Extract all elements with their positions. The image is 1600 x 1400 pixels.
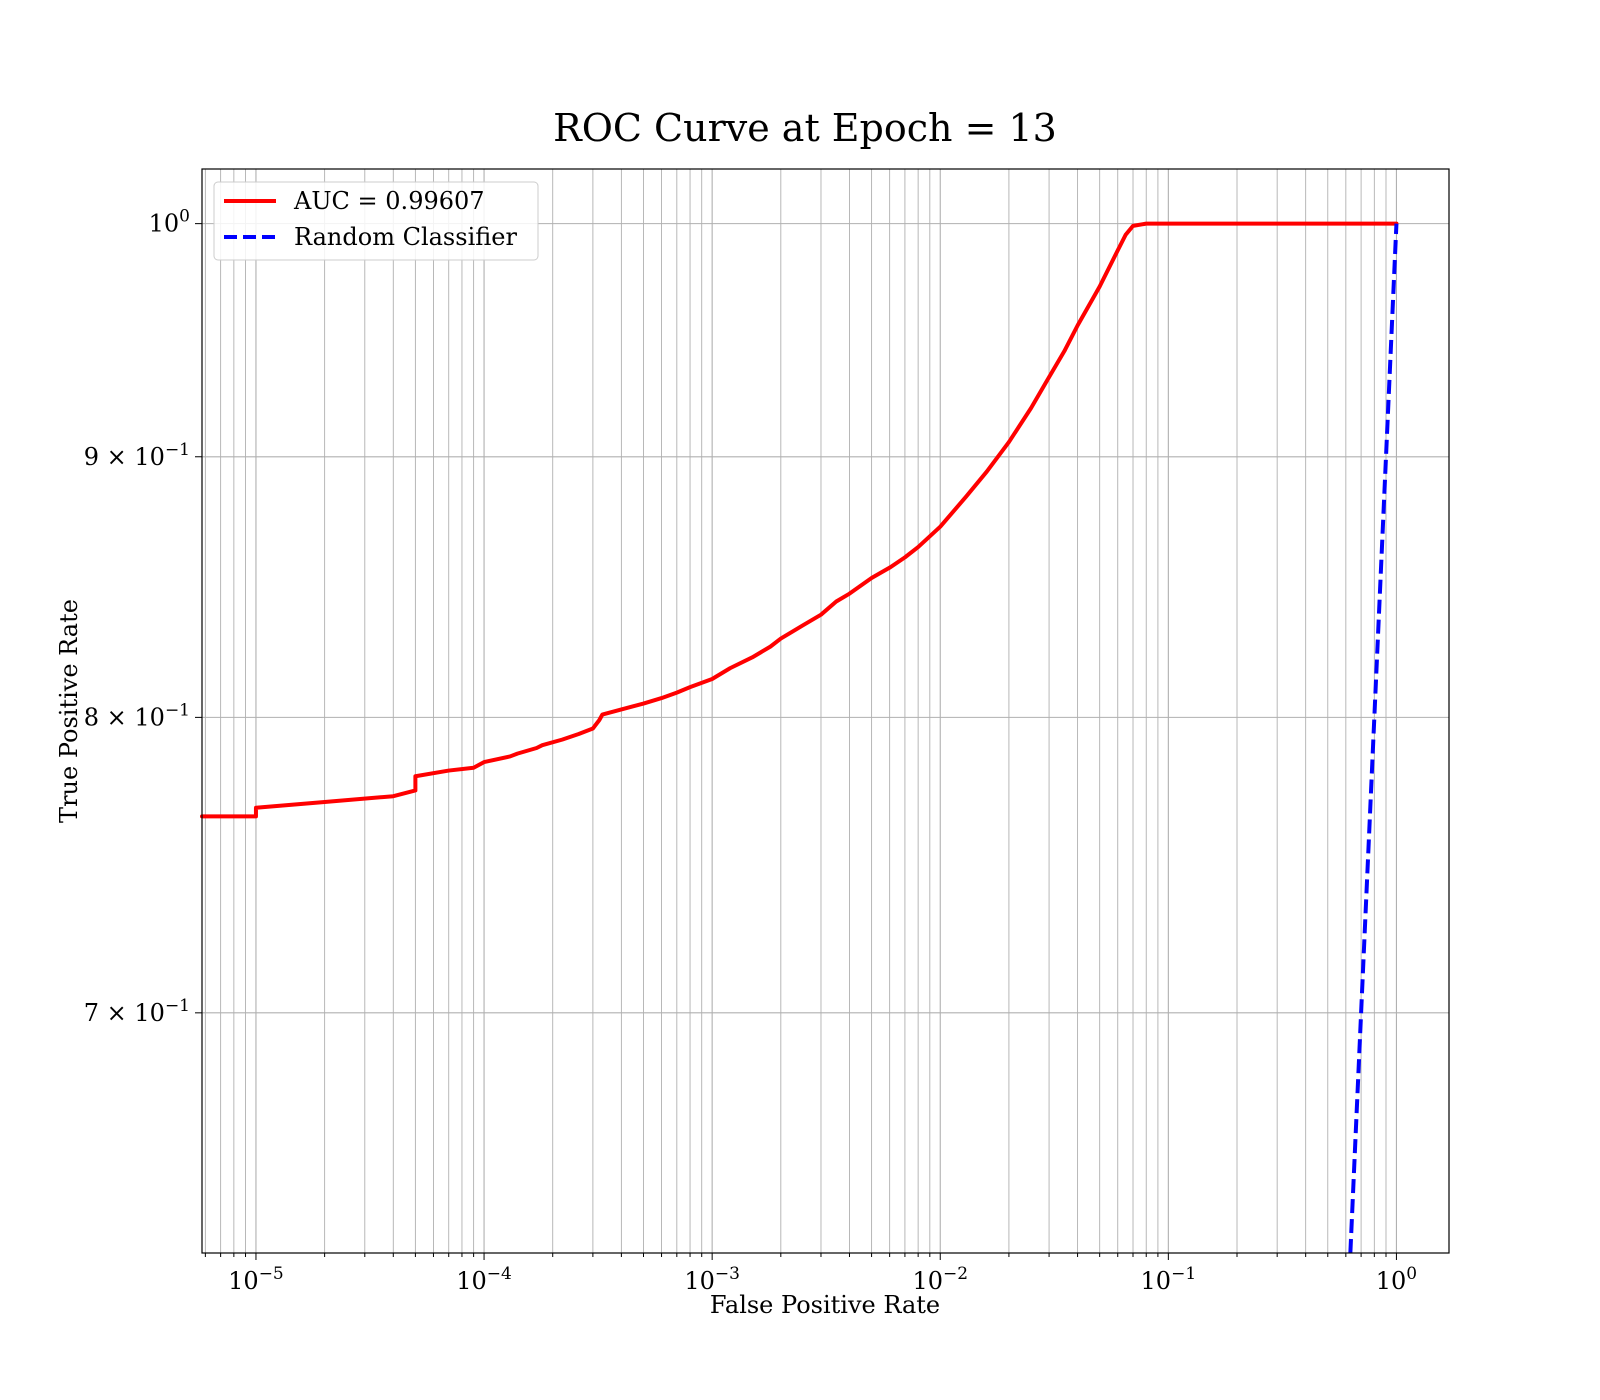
series-line-random-classifier: [1348, 223, 1399, 1254]
chart-title: ROC Curve at Epoch = 13: [553, 106, 1057, 150]
y-tick-label: 7 × 10−1: [84, 996, 190, 1027]
legend: AUC = 0.99607 Random Classifier: [213, 181, 539, 261]
x-tick-label: 10−5: [228, 1264, 284, 1295]
x-tick-label: 100: [1376, 1264, 1417, 1295]
x-axis-label: False Positive Rate: [710, 1291, 940, 1319]
grid: [202, 169, 1449, 1253]
legend-label-random: Random Classifier: [294, 223, 517, 251]
x-tick-label: 10−1: [1141, 1264, 1197, 1295]
y-axis-label: True Positive Rate: [55, 599, 83, 823]
x-tick-label: 10−4: [456, 1264, 512, 1295]
plot-frame: [201, 168, 1450, 1254]
series-line-auc: [200, 221, 1399, 819]
legend-label-auc: AUC = 0.99607: [293, 187, 485, 215]
tick-labels: 10−5 10−4 10−3 10−2 10−1 100 100 9 × 10−1 8 × 10…: [84, 207, 1417, 1295]
x-tick-label: 10−2: [912, 1264, 968, 1295]
y-tick-label: 8 × 10−1: [84, 700, 190, 731]
legend-box: [213, 181, 539, 261]
x-tick-label: 10−3: [684, 1264, 740, 1295]
y-tick-label: 9 × 10−1: [84, 440, 190, 471]
ticks: [195, 223, 1397, 1260]
y-tick-label: 100: [149, 207, 190, 238]
series-group: [200, 221, 1399, 1254]
